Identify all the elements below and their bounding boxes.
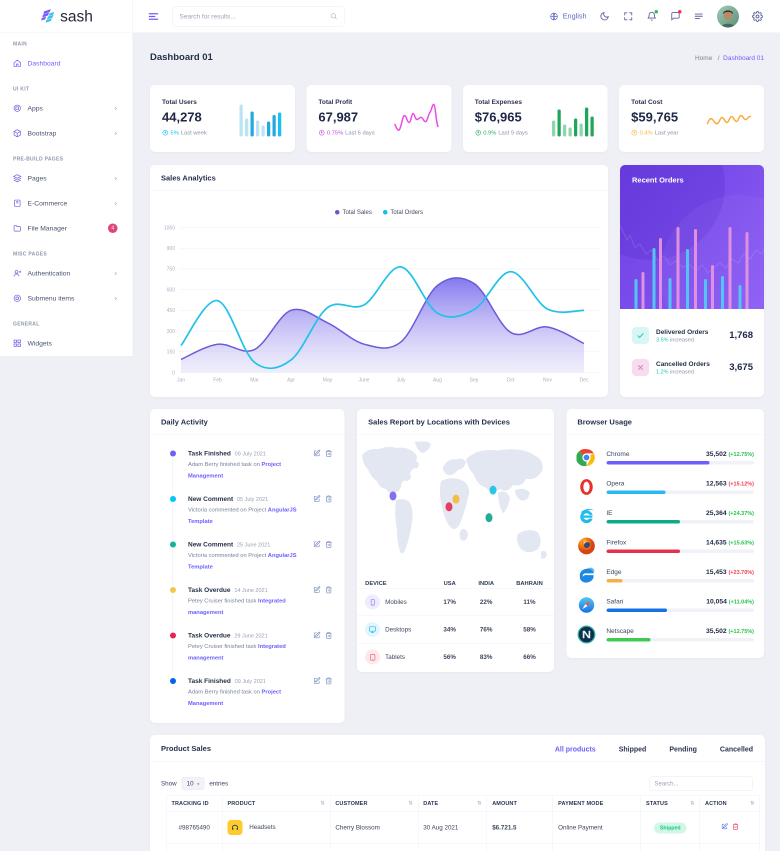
svg-text:450: 450 (167, 308, 176, 314)
svg-text:300: 300 (167, 329, 176, 335)
svg-text:600: 600 (167, 287, 176, 293)
svg-text:0: 0 (172, 370, 175, 376)
svg-text:900: 900 (167, 246, 176, 252)
svg-text:750: 750 (167, 267, 176, 273)
svg-text:150: 150 (167, 350, 176, 356)
svg-text:1050: 1050 (164, 225, 175, 231)
